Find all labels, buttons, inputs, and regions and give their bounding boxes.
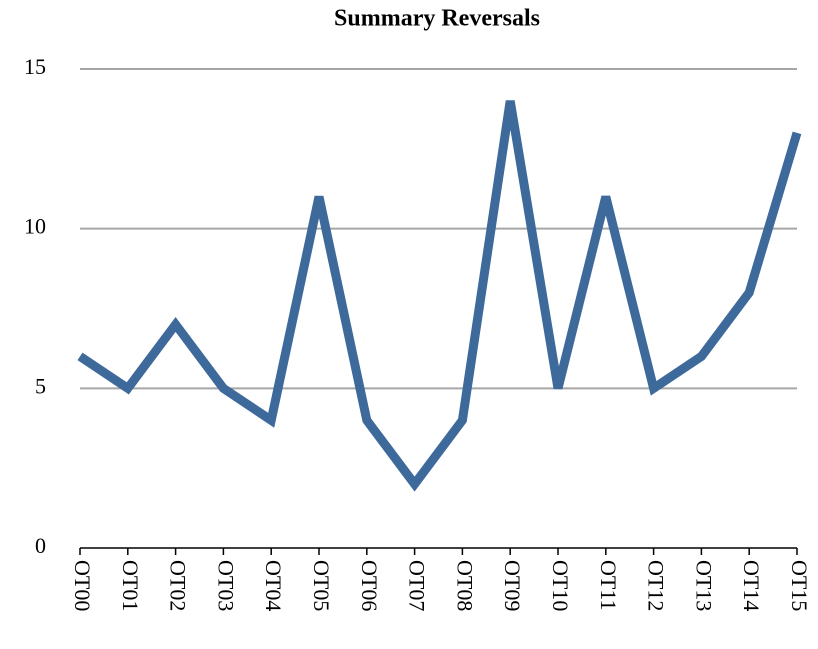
x-tick-label: OT05 <box>309 560 334 611</box>
y-tick-label: 5 <box>35 373 46 398</box>
x-tick-label: OT13 <box>691 560 716 611</box>
x-tick-label: OT00 <box>70 560 95 611</box>
x-tick-label: OT01 <box>118 560 143 611</box>
y-tick-label: 0 <box>35 533 46 558</box>
chart-title: Summary Reversals <box>334 6 540 32</box>
x-tick-label: OT14 <box>739 560 764 611</box>
y-tick-label: 15 <box>24 54 46 79</box>
x-tick-label: OT11 <box>596 560 621 611</box>
x-tick-label: OT09 <box>500 560 525 611</box>
x-tick-label: OT12 <box>644 560 669 611</box>
x-tick-label: OT02 <box>166 560 191 611</box>
x-tick-label: OT07 <box>405 560 430 611</box>
line-series <box>77 100 802 492</box>
x-tick-label: OT10 <box>548 560 573 611</box>
y-tick-label: 10 <box>24 214 46 239</box>
x-tick-label: OT03 <box>213 560 238 611</box>
x-tick-label: OT06 <box>357 560 382 611</box>
x-tick-label: OT15 <box>787 560 812 611</box>
x-tick-label: OT08 <box>452 560 477 611</box>
x-tick-label: OT04 <box>261 560 286 611</box>
